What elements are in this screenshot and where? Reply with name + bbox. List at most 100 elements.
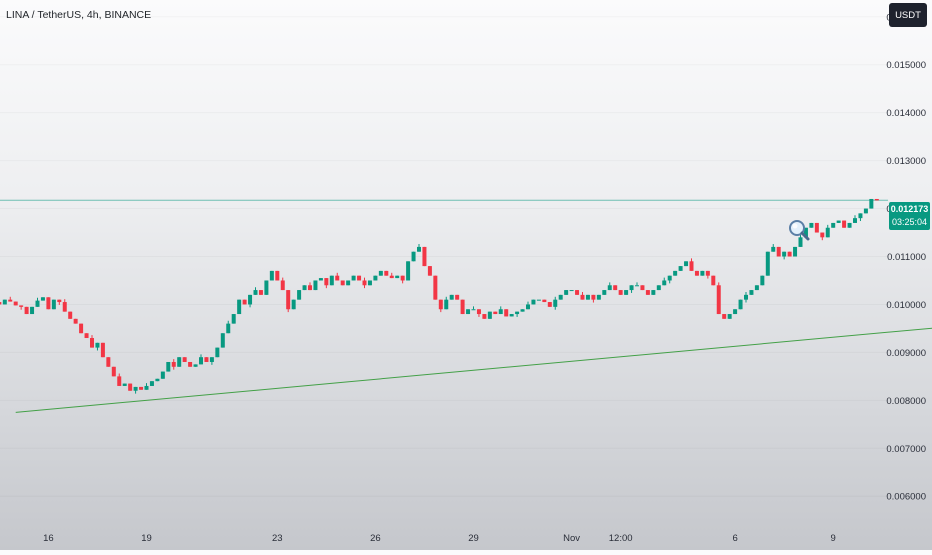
candle <box>406 261 411 281</box>
candle-body <box>564 290 569 295</box>
candle-body <box>253 290 258 295</box>
candle-body <box>188 361 193 367</box>
candle <box>656 285 661 291</box>
candle <box>558 294 563 300</box>
candle <box>531 299 536 305</box>
candle <box>68 311 73 319</box>
candle-body <box>433 275 438 300</box>
candle-body <box>531 299 536 305</box>
candle <box>318 278 323 281</box>
candle-body <box>367 280 372 286</box>
candle <box>640 285 645 291</box>
candle <box>455 294 460 300</box>
candle-body <box>351 275 356 281</box>
candle <box>417 244 421 252</box>
candle-body <box>193 364 198 367</box>
candle <box>449 294 454 300</box>
candle <box>422 246 427 267</box>
candle-body <box>171 361 176 367</box>
candle <box>831 222 836 228</box>
candle-body <box>798 237 803 247</box>
candle-body <box>547 302 552 307</box>
candle-body <box>8 299 13 302</box>
candle-body <box>673 270 678 276</box>
candle <box>536 299 541 301</box>
candle <box>771 244 776 252</box>
candle <box>716 282 721 315</box>
candle-body <box>858 213 863 219</box>
candle-body <box>585 294 590 300</box>
candle-body <box>591 294 596 300</box>
x-tick-label: 19 <box>141 533 152 544</box>
y-tick-label: 0.013000 <box>886 156 926 167</box>
candle <box>580 291 585 300</box>
candle-body <box>575 290 580 295</box>
candle <box>793 246 798 257</box>
candle-body <box>602 290 607 295</box>
candle-body <box>166 361 171 372</box>
currency-button[interactable]: USDT <box>889 3 927 27</box>
candle-body <box>455 294 460 300</box>
candle <box>645 290 650 295</box>
candle <box>749 290 754 295</box>
trendline[interactable] <box>15 321 932 413</box>
candle <box>351 275 356 281</box>
candle <box>149 381 154 386</box>
candle <box>433 275 438 300</box>
candle <box>471 306 476 311</box>
candle <box>122 383 127 386</box>
candle-body <box>836 220 841 223</box>
candle-body <box>335 275 340 281</box>
candle <box>569 290 574 292</box>
candle-body <box>744 294 748 300</box>
candle <box>564 290 569 295</box>
candle-body <box>749 290 754 295</box>
candle <box>782 251 787 260</box>
candle-body <box>106 357 111 367</box>
candle <box>155 378 160 382</box>
candle-body <box>662 280 667 286</box>
magnifier-icon[interactable] <box>789 220 810 241</box>
candle-body <box>613 285 618 291</box>
candle <box>460 299 465 315</box>
candle-body <box>340 280 345 286</box>
candle <box>476 309 481 317</box>
candle-body <box>291 299 296 310</box>
candle <box>13 301 18 306</box>
candle-body <box>553 299 558 307</box>
candle <box>57 299 62 305</box>
candle <box>575 290 580 295</box>
candle <box>493 311 498 315</box>
candle-body <box>809 222 814 228</box>
candle <box>253 287 258 295</box>
candle-body <box>117 376 122 386</box>
candle <box>444 296 449 310</box>
candle-body <box>237 299 242 315</box>
candle <box>297 290 302 300</box>
candle-body <box>727 314 732 319</box>
candle-body <box>853 218 857 223</box>
candle <box>313 280 318 291</box>
candle-body <box>122 383 127 386</box>
candle-body <box>689 261 694 271</box>
candle-body <box>656 285 661 291</box>
candle <box>100 342 105 358</box>
candle <box>357 275 362 281</box>
candle <box>144 383 149 390</box>
candle <box>858 213 863 222</box>
candle-body <box>629 285 634 291</box>
candle <box>427 266 432 276</box>
candle-body <box>84 333 89 339</box>
candle-body <box>62 302 67 312</box>
candle <box>73 318 78 324</box>
candle-body <box>242 299 247 305</box>
candle-body <box>558 294 563 300</box>
candle <box>62 299 67 312</box>
candle <box>220 333 225 348</box>
candle-body <box>754 285 759 291</box>
candle <box>727 314 732 319</box>
candle <box>35 297 40 307</box>
candle <box>711 275 716 286</box>
